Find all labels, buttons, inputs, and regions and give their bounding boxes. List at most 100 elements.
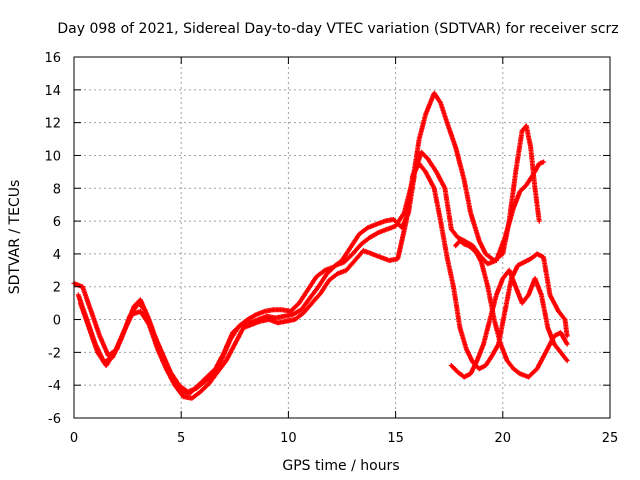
data-point <box>190 397 194 400</box>
data-point <box>98 334 101 338</box>
data-point <box>362 249 365 252</box>
data-point <box>297 301 301 305</box>
data-point <box>418 162 421 165</box>
data-point <box>165 367 168 370</box>
data-point <box>242 326 245 329</box>
y-tick-label: -4 <box>48 379 61 394</box>
data-point <box>495 259 498 262</box>
data-point <box>553 343 556 346</box>
series-track-D <box>453 238 570 380</box>
data-point <box>520 129 524 132</box>
data-point <box>439 219 442 223</box>
data-point <box>535 252 539 256</box>
data-point <box>195 387 198 390</box>
data-point <box>276 321 279 324</box>
data-point <box>186 390 189 393</box>
data-point <box>512 206 515 210</box>
data-point <box>237 324 241 328</box>
data-point <box>565 359 569 362</box>
data-point <box>484 364 487 367</box>
data-point <box>379 256 382 259</box>
data-point <box>233 343 236 346</box>
data-point <box>443 187 447 190</box>
data-point <box>396 257 399 260</box>
data-point <box>520 301 524 305</box>
data-point <box>525 124 528 128</box>
data-point <box>456 236 459 239</box>
y-tick-label: 4 <box>53 248 61 263</box>
data-point <box>508 269 511 272</box>
data-point <box>433 91 436 95</box>
data-point <box>544 351 547 354</box>
y-tick-label: 6 <box>53 215 61 230</box>
axis-ticks <box>73 56 611 419</box>
data-point <box>351 252 354 256</box>
data-point <box>435 170 438 174</box>
data-point <box>220 357 224 361</box>
data-point <box>486 285 489 288</box>
data-point <box>370 252 374 256</box>
data-point <box>452 285 455 288</box>
data-point <box>480 260 483 264</box>
series-track-C <box>77 161 570 401</box>
y-tick-label: -6 <box>48 412 61 427</box>
data-point <box>557 310 560 313</box>
tick-labels: 0 5 10 15 20 25 -6 -4 -2 0 2 4 6 8 10 12 14 16 <box>44 51 618 446</box>
data-point <box>527 375 530 379</box>
data-point <box>272 308 275 311</box>
data-point <box>458 326 462 329</box>
data-point <box>143 308 146 311</box>
data-point <box>182 395 185 398</box>
data-point <box>225 359 228 362</box>
data-point <box>203 380 206 384</box>
x-tick-label: 5 <box>177 431 185 446</box>
data-point <box>433 187 436 190</box>
data-point <box>173 384 176 387</box>
data-point <box>540 293 543 297</box>
series-track-E <box>448 267 570 380</box>
data-point <box>518 190 522 193</box>
data-point <box>291 313 294 316</box>
data-point <box>81 285 84 288</box>
data-point <box>353 259 357 262</box>
data-point <box>493 318 496 321</box>
data-point <box>458 239 462 242</box>
data-point <box>484 252 487 256</box>
data-point <box>366 226 369 229</box>
x-tick-label: 10 <box>280 431 297 446</box>
data-point <box>360 242 363 246</box>
x-axis-title: GPS time / hours <box>282 458 399 474</box>
data-point <box>289 310 292 313</box>
data-point <box>548 293 552 297</box>
data-point <box>475 252 479 256</box>
data-point <box>475 359 479 362</box>
data-point <box>250 323 254 326</box>
data-point <box>122 331 125 334</box>
data-point <box>439 101 442 105</box>
y-tick-label: 0 <box>53 314 61 329</box>
data-point <box>546 326 549 329</box>
data-point <box>310 301 314 305</box>
data-point <box>503 310 507 313</box>
data-point <box>105 364 108 367</box>
data-point <box>426 157 429 160</box>
data-point <box>488 318 492 321</box>
data-point <box>542 160 545 164</box>
data-point <box>229 338 232 341</box>
data-point <box>259 320 262 323</box>
data-series <box>71 90 570 401</box>
data-point <box>308 297 311 300</box>
data-point <box>368 236 372 239</box>
data-point <box>207 382 211 385</box>
data-point <box>424 113 427 116</box>
data-point <box>345 269 348 272</box>
x-tick-label: 20 <box>495 431 512 446</box>
data-point <box>465 347 468 351</box>
data-point <box>411 173 414 177</box>
data-point <box>300 308 303 311</box>
plot-frame <box>73 56 611 419</box>
data-point <box>317 285 320 288</box>
data-point <box>199 390 202 393</box>
data-point <box>538 162 541 165</box>
data-point <box>450 228 453 231</box>
